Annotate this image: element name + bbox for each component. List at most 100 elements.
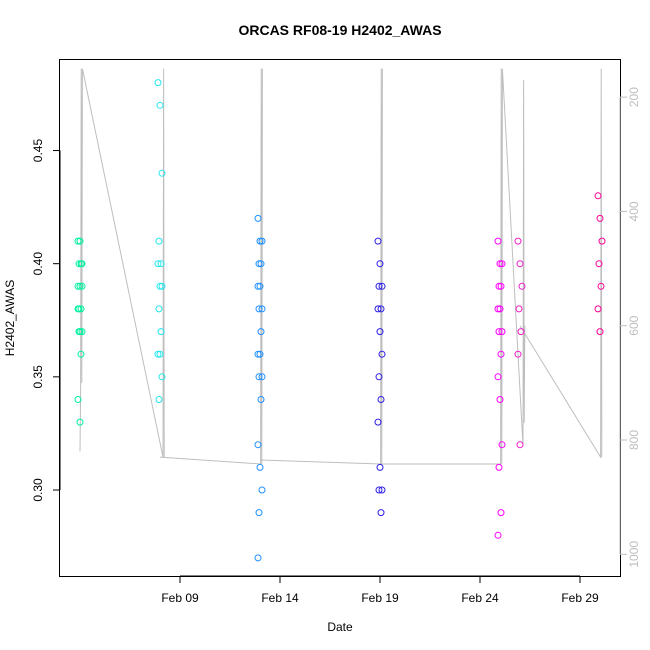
data-point — [374, 305, 382, 313]
y-tick-label: 0.45 — [31, 139, 45, 163]
x-tick-label: Feb 24 — [461, 591, 499, 605]
data-point — [155, 305, 163, 313]
data-point — [154, 79, 162, 87]
pressure-trace — [79, 68, 603, 465]
data-point — [78, 328, 86, 336]
data-point — [158, 282, 166, 290]
data-points — [74, 79, 606, 562]
data-point — [515, 305, 523, 313]
data-point — [595, 260, 603, 268]
pressure-line — [259, 68, 383, 465]
data-point — [514, 237, 522, 245]
data-point — [374, 237, 382, 245]
data-point — [498, 260, 506, 268]
y2-tick-label: 400 — [627, 201, 641, 221]
pressure-line — [519, 68, 603, 459]
data-point — [594, 192, 602, 200]
data-point — [254, 554, 262, 562]
data-point — [596, 328, 604, 336]
data-point — [518, 282, 526, 290]
data-point — [497, 282, 505, 290]
data-point — [377, 305, 385, 313]
y2-tick-label: 1000 — [627, 541, 641, 568]
chart-title: ORCAS RF08-19 H2402_AWAS — [238, 22, 441, 38]
data-point — [255, 373, 263, 381]
data-point — [256, 350, 264, 358]
data-point — [76, 282, 84, 290]
data-point — [494, 237, 502, 245]
data-point — [256, 463, 264, 471]
y-axis: 0.30 0.35 0.40 0.45 — [31, 139, 61, 502]
pressure-line — [380, 68, 526, 465]
data-point — [496, 260, 504, 268]
data-point — [255, 509, 263, 517]
data-point — [255, 305, 263, 313]
data-point — [257, 328, 265, 336]
data-point — [378, 282, 386, 290]
data-point — [254, 214, 262, 222]
y2-tick-label: 200 — [627, 87, 641, 107]
data-point — [496, 305, 504, 313]
data-point — [158, 169, 166, 177]
data-point — [155, 396, 163, 403]
data-point — [258, 373, 266, 381]
data-point — [596, 214, 604, 222]
data-point — [494, 373, 502, 381]
x-tick-label: Feb 29 — [561, 591, 599, 605]
data-point — [258, 486, 266, 494]
y2-tick-label: 800 — [627, 430, 641, 450]
data-point — [255, 260, 263, 268]
data-point — [77, 305, 85, 313]
data-point — [375, 282, 383, 290]
y2-axis: 200 400 600 800 1000 — [619, 87, 641, 568]
data-point — [376, 260, 384, 268]
data-point — [257, 260, 265, 268]
data-point — [76, 418, 84, 426]
data-point — [496, 396, 504, 403]
data-point — [77, 260, 85, 268]
x-axis: Feb 09 Feb 14 Feb 19 Feb 24 Feb 29 — [161, 575, 599, 605]
data-point — [598, 237, 606, 245]
x-tick-label: Feb 14 — [261, 591, 299, 605]
x-tick-label: Feb 09 — [161, 591, 199, 605]
y2-tick-label: 600 — [627, 315, 641, 335]
data-point — [77, 350, 85, 358]
data-point — [74, 396, 82, 403]
pressure-line — [159, 68, 263, 465]
data-point — [378, 486, 386, 494]
data-point — [258, 305, 266, 313]
data-point — [254, 282, 262, 290]
data-point — [155, 237, 163, 245]
data-point — [74, 282, 82, 290]
data-point — [158, 373, 166, 381]
data-point — [74, 237, 82, 245]
data-point — [156, 101, 164, 109]
data-point — [375, 486, 383, 494]
data-point — [375, 373, 383, 381]
data-point — [154, 350, 162, 358]
data-point — [156, 350, 164, 358]
data-point — [494, 531, 502, 539]
data-point — [74, 305, 82, 313]
data-point — [597, 282, 605, 290]
y-tick-label: 0.40 — [31, 252, 45, 276]
data-point — [517, 328, 525, 336]
y-tick-label: 0.30 — [31, 478, 45, 502]
data-point — [258, 237, 266, 245]
data-point — [378, 350, 386, 358]
data-point — [254, 350, 262, 358]
data-point — [256, 282, 264, 290]
data-point — [516, 441, 524, 449]
data-point — [497, 509, 505, 517]
x-tick-label: Feb 19 — [361, 591, 399, 605]
y-tick-label: 0.35 — [31, 365, 45, 389]
x-axis-label: Date — [327, 620, 353, 634]
data-point — [377, 396, 385, 403]
data-point — [154, 260, 162, 268]
data-point — [494, 305, 502, 313]
data-point — [76, 237, 84, 245]
data-point — [157, 260, 165, 268]
data-point — [377, 509, 385, 517]
data-point — [516, 260, 524, 268]
data-point — [495, 282, 503, 290]
